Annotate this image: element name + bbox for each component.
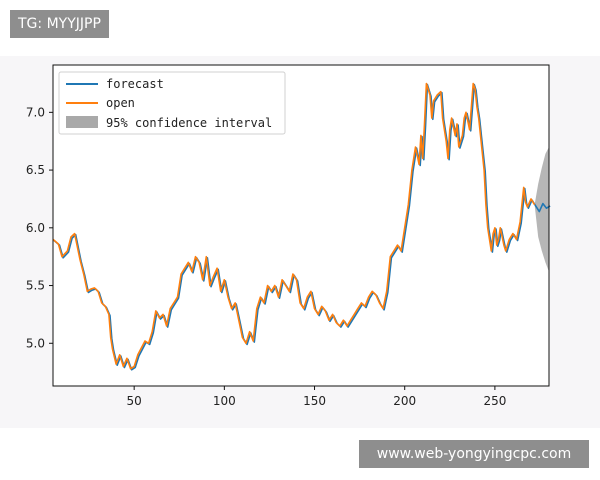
x-tick-label: 200 (393, 394, 416, 408)
legend: forecast open 95% confidence interval (58, 71, 286, 135)
line-chart: 50 100 150 200 250 5.0 5.5 6.0 6.5 7.0 forecast … (26, 64, 551, 408)
y-tick-label: 5.5 (26, 279, 45, 293)
y-tick-label: 7.0 (26, 105, 45, 119)
legend-open-label: open (106, 96, 135, 110)
x-axis: 50 100 150 200 250 (127, 386, 506, 408)
plot-frame (52, 64, 550, 387)
legend-confidence-swatch (66, 116, 98, 128)
watermark-bottom: www.web-yongyingcpc.com (359, 440, 589, 468)
y-tick-label: 6.5 (26, 163, 45, 177)
x-tick-label: 150 (303, 394, 326, 408)
y-tick-label: 5.0 (26, 336, 45, 350)
figure: 50 100 150 200 250 5.0 5.5 6.0 6.5 7.0 forecast … (0, 56, 600, 428)
x-tick-label: 100 (213, 394, 236, 408)
x-tick-label: 50 (127, 394, 142, 408)
legend-box (58, 71, 286, 135)
y-tick-label: 6.0 (26, 221, 45, 235)
watermark-top: TG: MYYJJPP (10, 10, 109, 38)
legend-confidence-label: 95% confidence interval (106, 116, 272, 130)
legend-forecast-label: forecast (106, 77, 164, 91)
confidence-band-layer (534, 147, 549, 272)
series-lines (52, 82, 551, 371)
y-axis: 5.0 5.5 6.0 6.5 7.0 (26, 105, 53, 350)
series-line-open (52, 82, 536, 370)
confidence-band (534, 147, 549, 272)
x-tick-label: 250 (483, 394, 506, 408)
